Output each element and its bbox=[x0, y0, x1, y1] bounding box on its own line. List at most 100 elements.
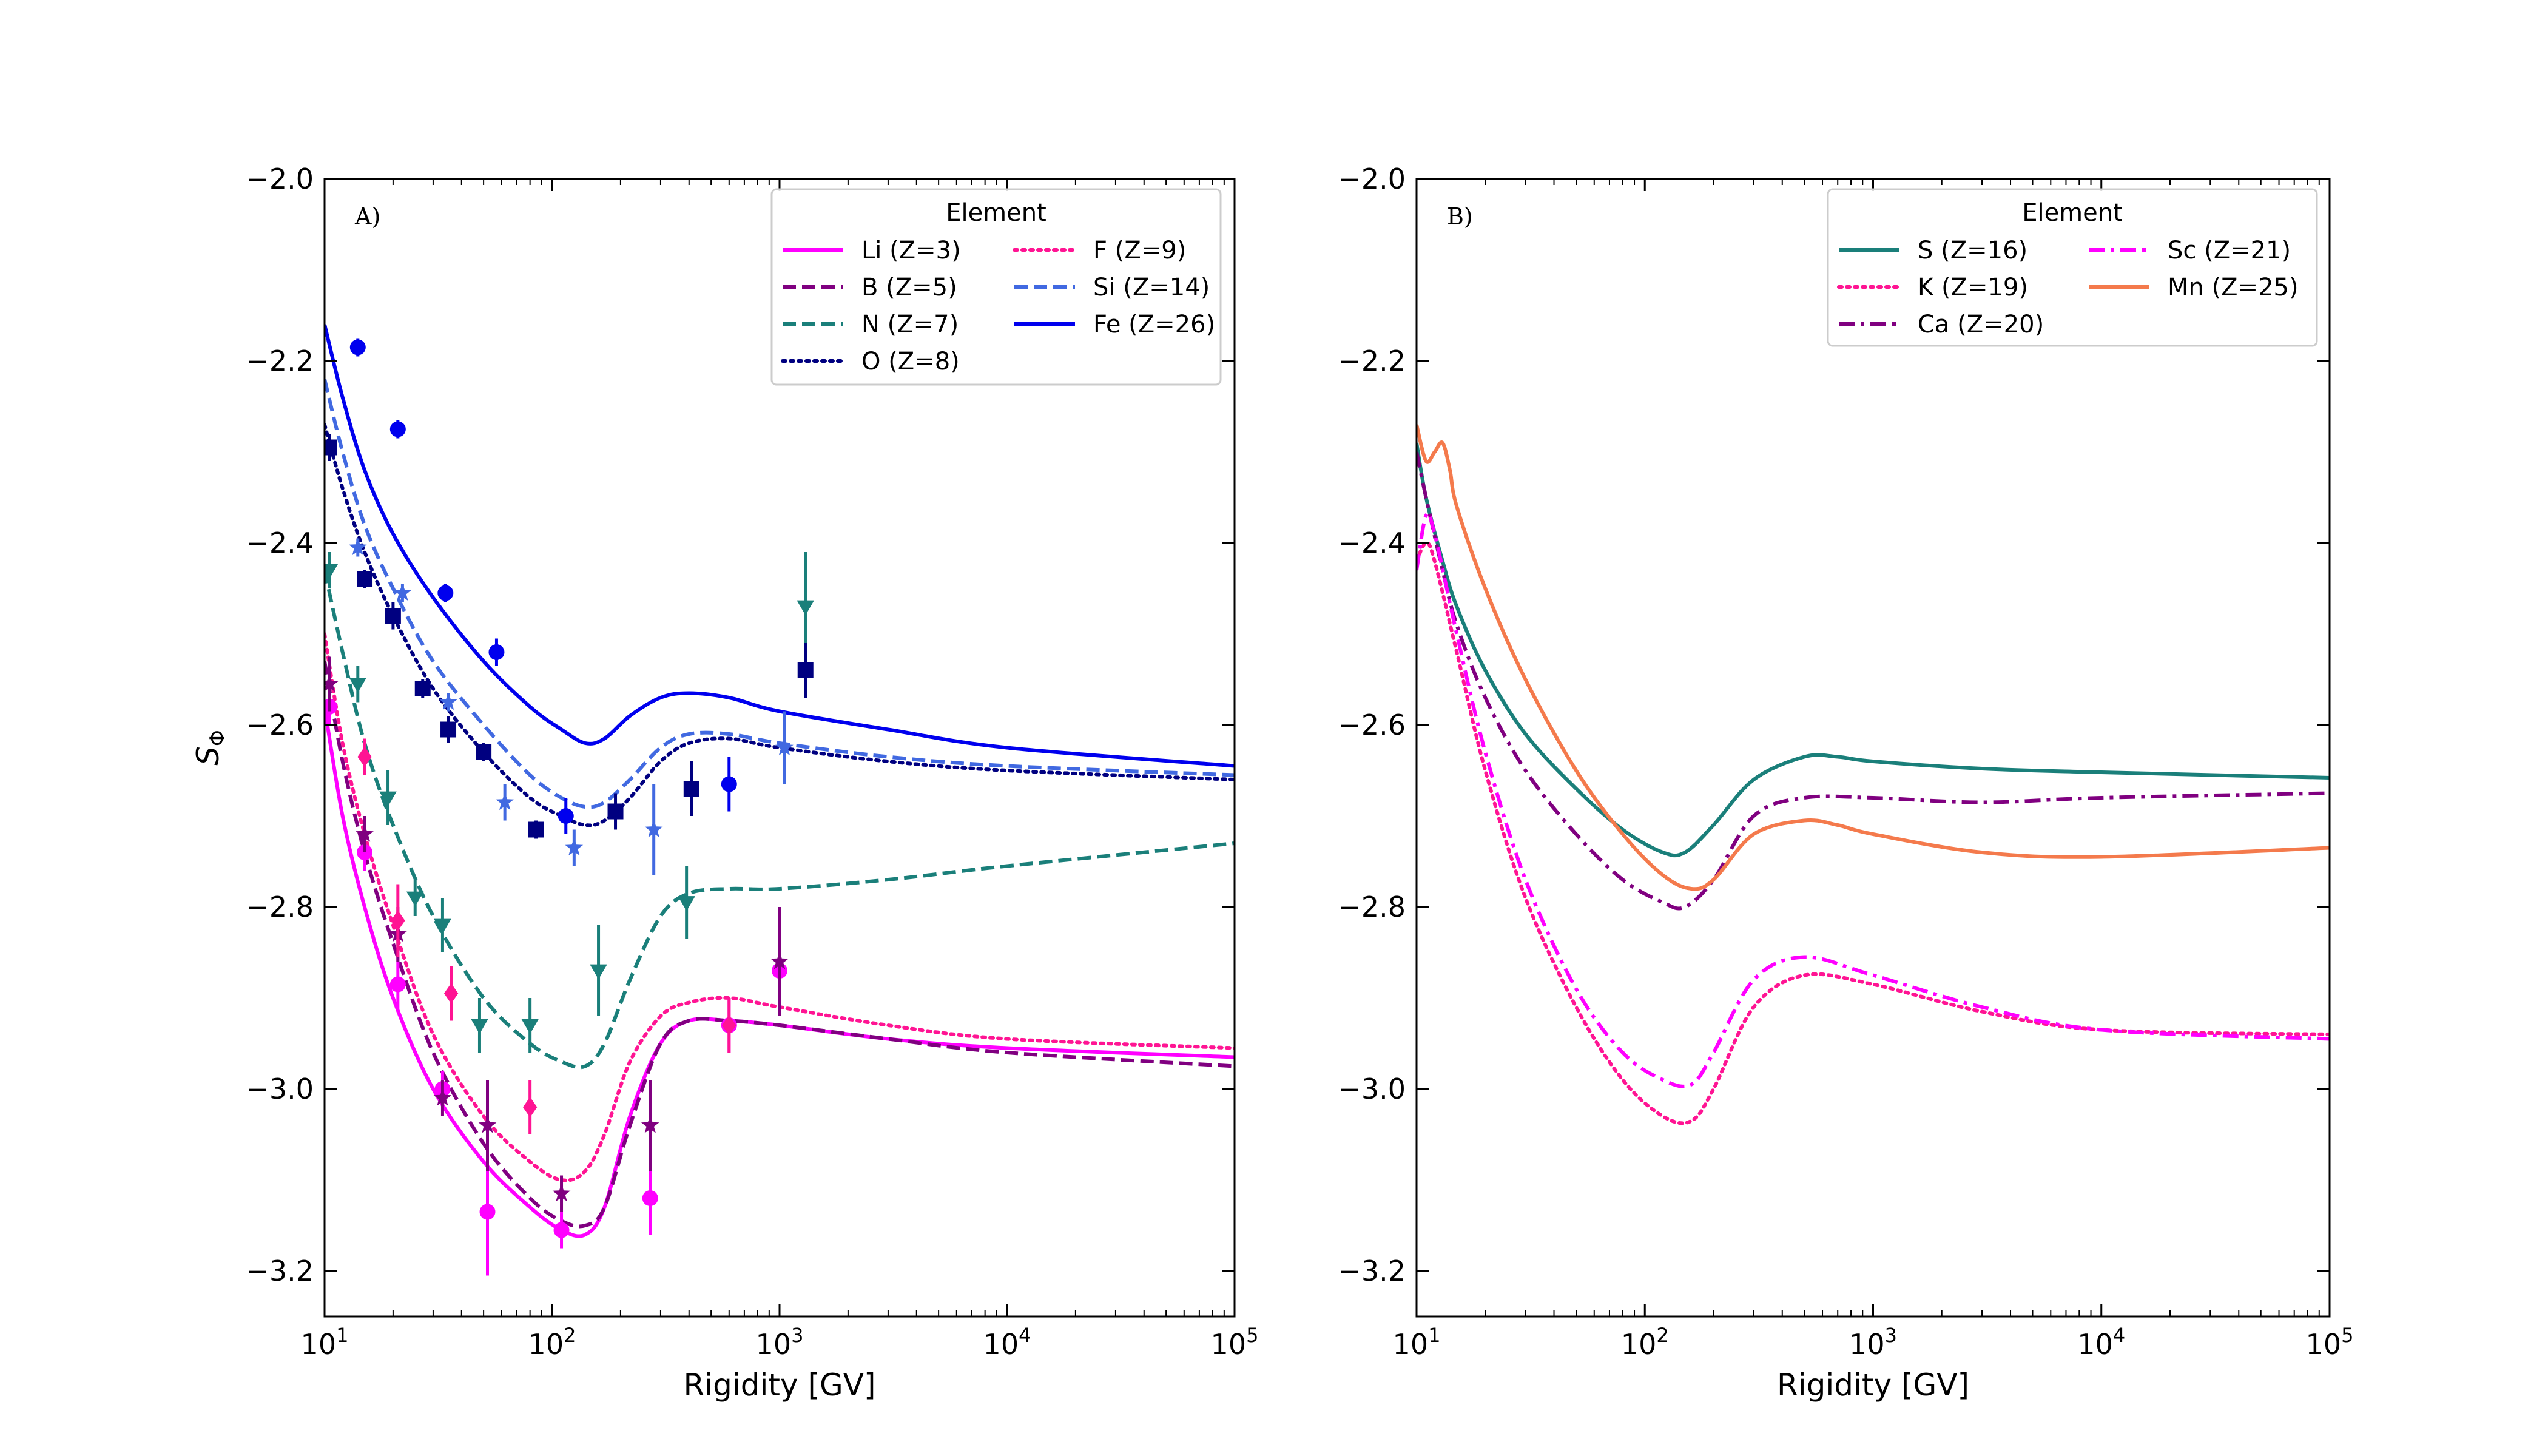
data-point bbox=[414, 681, 431, 696]
data-point bbox=[325, 439, 337, 456]
data-point bbox=[607, 803, 624, 820]
data-point bbox=[391, 910, 405, 931]
y-tick-label: −2.8 bbox=[1338, 891, 1406, 923]
data-point bbox=[357, 746, 372, 767]
data-point bbox=[488, 644, 505, 660]
data-point bbox=[389, 421, 406, 437]
panel-a: 101 102 103 104 105−3.2−3.0−2.8−2.6−2.4−2.2−… bbox=[190, 163, 1258, 1403]
series-line-o bbox=[325, 423, 1235, 827]
y-tick-label: −2.4 bbox=[246, 527, 314, 559]
x-tick-base: 10 bbox=[1849, 1328, 1885, 1361]
y-tick-label: −3.0 bbox=[1338, 1073, 1406, 1105]
legend-entry-label: Si (Z=14) bbox=[1093, 274, 1210, 302]
data-point bbox=[325, 699, 337, 715]
legend-entry-label: K (Z=19) bbox=[1918, 274, 2028, 302]
x-axis-label: Rigidity [GV] bbox=[684, 1367, 876, 1403]
data-series-o bbox=[325, 434, 814, 839]
x-tick-base: 10 bbox=[301, 1328, 337, 1361]
y-axis-label-main: S bbox=[190, 746, 226, 766]
series-line-n bbox=[325, 570, 1235, 1070]
data-point bbox=[393, 583, 412, 601]
data-point bbox=[356, 824, 374, 842]
y-tick-label: −2.6 bbox=[246, 709, 314, 741]
data-point bbox=[325, 564, 339, 579]
data-point bbox=[439, 692, 457, 710]
y-tick-label: −2.2 bbox=[1338, 345, 1406, 377]
data-point bbox=[440, 721, 457, 738]
x-tick-label: 105 bbox=[1211, 1324, 1259, 1361]
panel-b: 101 102 103 104 105−3.2−3.0−2.8−2.6−2.4−2.2−… bbox=[1338, 163, 2353, 1403]
series-line-mn bbox=[1417, 424, 2330, 891]
series-line-f bbox=[325, 632, 1235, 1182]
legend: Element S (Z=16) K (Z=19) Ca (Z=20) Sc (Z=21… bbox=[1827, 188, 2318, 347]
data-point bbox=[797, 662, 814, 678]
panel-label: B) bbox=[1447, 203, 1473, 230]
y-tick-label: −3.2 bbox=[1338, 1255, 1406, 1287]
x-tick-label: 101 bbox=[1393, 1324, 1441, 1361]
series-line-sc bbox=[1417, 511, 2330, 1088]
data-point bbox=[471, 1019, 488, 1034]
x-tick-label: 104 bbox=[2077, 1324, 2125, 1361]
legend-box bbox=[770, 188, 1222, 386]
x-tick-exponent: 1 bbox=[336, 1324, 348, 1347]
data-point bbox=[641, 1116, 659, 1133]
legend: Element Li (Z=3) B (Z=5) N (Z=7) O (Z=8) F (Z… bbox=[770, 188, 1222, 386]
x-tick-exponent: 5 bbox=[1246, 1324, 1258, 1347]
x-tick-base: 10 bbox=[2077, 1328, 2113, 1361]
x-tick-base: 10 bbox=[756, 1328, 792, 1361]
panel-label: A) bbox=[354, 203, 380, 230]
data-series-si bbox=[349, 538, 794, 875]
series-line-fe bbox=[325, 324, 1235, 768]
legend-entry-label: F (Z=9) bbox=[1093, 237, 1186, 265]
legend-entry-label: Sc (Z=21) bbox=[2168, 237, 2291, 265]
data-point bbox=[349, 538, 367, 556]
legend-entry-label: Ca (Z=20) bbox=[1918, 311, 2044, 339]
data-point bbox=[770, 952, 789, 969]
y-tick-label: −2.8 bbox=[246, 891, 314, 923]
x-tick-exponent: 5 bbox=[2341, 1324, 2353, 1347]
series-line-k bbox=[1417, 541, 2330, 1125]
y-tick-label: −2.4 bbox=[1338, 527, 1406, 559]
x-tick-exponent: 2 bbox=[1656, 1324, 1668, 1347]
legend-box bbox=[1827, 188, 2318, 347]
data-point bbox=[683, 781, 699, 797]
data-point bbox=[553, 1222, 570, 1238]
x-tick-label: 101 bbox=[301, 1324, 349, 1361]
data-point bbox=[379, 791, 397, 807]
x-tick-label: 105 bbox=[2306, 1324, 2354, 1361]
data-point bbox=[565, 838, 584, 856]
y-tick-label: −2.6 bbox=[1338, 709, 1406, 741]
data-point bbox=[385, 608, 401, 624]
data-point bbox=[521, 1019, 539, 1034]
data-point bbox=[437, 585, 454, 601]
data-point bbox=[552, 1184, 571, 1202]
data-point bbox=[775, 738, 794, 756]
legend-entry-label: Mn (Z=25) bbox=[2168, 274, 2299, 302]
data-point bbox=[389, 976, 406, 993]
data-point bbox=[644, 820, 663, 838]
data-point bbox=[522, 1097, 538, 1117]
x-tick-exponent: 3 bbox=[1885, 1324, 1897, 1347]
x-tick-label: 102 bbox=[528, 1324, 576, 1361]
x-tick-base: 10 bbox=[983, 1328, 1019, 1361]
data-point bbox=[642, 1190, 658, 1206]
data-point bbox=[325, 674, 339, 692]
data-point bbox=[349, 339, 366, 356]
x-tick-base: 10 bbox=[1393, 1328, 1429, 1361]
data-point bbox=[349, 678, 367, 693]
data-point bbox=[721, 776, 737, 792]
data-point bbox=[590, 964, 607, 980]
plot-area bbox=[1417, 424, 2330, 1125]
x-axis-label: Rigidity [GV] bbox=[1777, 1367, 1969, 1403]
data-point bbox=[443, 983, 459, 1004]
series-line-s bbox=[1417, 442, 2330, 858]
x-tick-base: 10 bbox=[1211, 1328, 1247, 1361]
data-series-fe bbox=[349, 338, 737, 834]
legend-entry-label: O (Z=8) bbox=[861, 348, 960, 376]
y-axis-label: SΦ bbox=[190, 730, 230, 766]
x-tick-base: 10 bbox=[1621, 1328, 1657, 1361]
x-tick-exponent: 4 bbox=[1019, 1324, 1031, 1347]
x-tick-label: 104 bbox=[983, 1324, 1031, 1361]
x-tick-label: 102 bbox=[1621, 1324, 1669, 1361]
data-point bbox=[797, 600, 815, 616]
